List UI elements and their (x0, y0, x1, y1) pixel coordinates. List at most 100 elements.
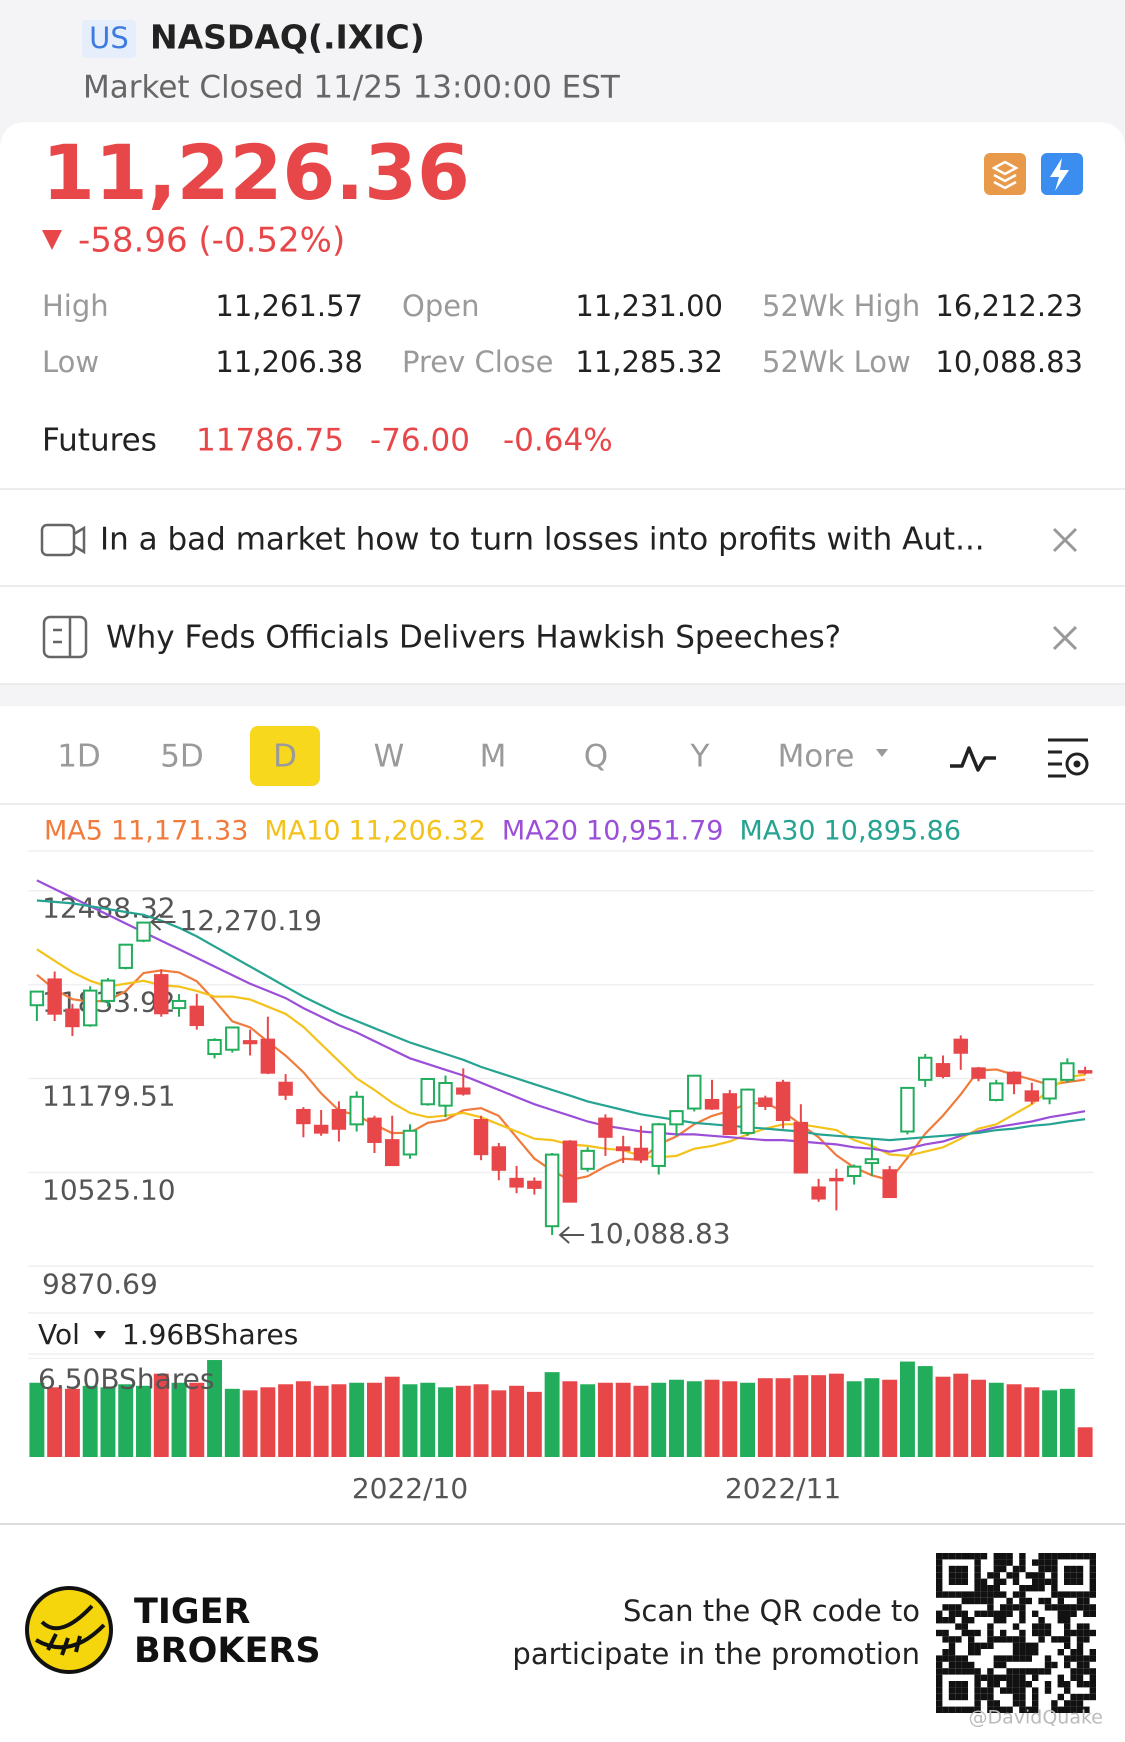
settings-lines (1048, 738, 1088, 778)
qr-module (955, 1687, 962, 1694)
qr-module (1012, 1604, 1020, 1611)
tab[interactable]: More (778, 739, 855, 775)
qr-module (974, 1578, 981, 1585)
qr-module (987, 1585, 994, 1592)
qr-module (1019, 1655, 1026, 1662)
qr-module (1051, 1585, 1058, 1592)
qr-module (1032, 1642, 1039, 1649)
qr-module (1076, 1706, 1084, 1713)
ma-line (36, 948, 1086, 1159)
qr-module (1032, 1623, 1039, 1630)
volume-bar (171, 1382, 187, 1457)
tab[interactable]: W (374, 739, 405, 775)
qr-module (1076, 1661, 1084, 1669)
candle-body (793, 1121, 809, 1174)
qr-module (1057, 1693, 1064, 1701)
volume-bar (438, 1387, 453, 1457)
qr-module (993, 1636, 1000, 1643)
volume-bar (526, 1391, 542, 1457)
qr-module (955, 1553, 962, 1560)
qr-module (968, 1706, 975, 1713)
qr-module (948, 1553, 956, 1560)
qr-module (1064, 1700, 1071, 1707)
candle-body (971, 1067, 986, 1079)
qr-module (942, 1604, 949, 1611)
qr-module (936, 1572, 943, 1579)
volume-bar (1006, 1384, 1022, 1457)
qr-module (948, 1649, 956, 1656)
x-tick-label: 2022/11 (725, 1472, 841, 1505)
qr-module (955, 1591, 962, 1598)
tab[interactable]: D (273, 739, 297, 775)
volume-bar (509, 1385, 525, 1457)
volume-value: 1.96BShares (122, 1318, 298, 1351)
candle-body (278, 1081, 293, 1096)
volume-bar (615, 1382, 631, 1457)
qr-module (1089, 1629, 1096, 1637)
qr-module (1057, 1610, 1064, 1617)
qr-module (948, 1642, 956, 1649)
volume-bar (260, 1387, 276, 1457)
doc-icon (53, 617, 72, 657)
qr-module (1006, 1655, 1013, 1662)
qr-module (1012, 1572, 1020, 1579)
qr-module (1064, 1681, 1071, 1688)
tab[interactable]: M (480, 739, 507, 775)
stat-label: 52Wk High (762, 289, 920, 323)
qr-module (968, 1553, 975, 1560)
qr-module (987, 1700, 994, 1707)
tab[interactable]: Q (584, 739, 608, 775)
qr-module (987, 1629, 994, 1637)
qr-module (1070, 1706, 1077, 1713)
settings-icon[interactable] (1048, 738, 1089, 778)
news-item[interactable]: Why Feds Officials Delivers Hawkish Spee… (42, 615, 1078, 659)
qr-module (948, 1681, 956, 1688)
candle-body (562, 1140, 578, 1203)
qr-module (936, 1674, 943, 1681)
volume-name: Vol (38, 1318, 80, 1351)
candle-body (154, 974, 169, 1015)
candle-body (989, 1082, 1004, 1101)
qr-module (1070, 1591, 1077, 1598)
tab[interactable]: 5D (160, 739, 204, 775)
qr-module (993, 1617, 1000, 1624)
news-text: Why Feds Officials Delivers Hawkish Spee… (106, 620, 841, 656)
qr-module (1083, 1706, 1090, 1713)
qr-module (974, 1706, 981, 1713)
qr-module (1038, 1597, 1045, 1605)
qr-module (1089, 1681, 1096, 1688)
qr-module (993, 1661, 1000, 1669)
qr-module (948, 1617, 956, 1624)
qr-module (1064, 1661, 1071, 1669)
y-tick-label: 10525.10 (42, 1173, 176, 1206)
qr-module (987, 1687, 994, 1694)
qr-module (1038, 1559, 1045, 1566)
candle-body (829, 1177, 844, 1182)
qr-module (1006, 1604, 1013, 1611)
qr-module (1044, 1604, 1052, 1611)
qr-module (993, 1591, 1000, 1598)
close-icon[interactable] (1052, 625, 1078, 651)
indicator-icon[interactable] (950, 746, 996, 772)
candle-body (580, 1149, 595, 1170)
volume-bar (82, 1385, 98, 1457)
qr-module (1038, 1572, 1045, 1579)
tab[interactable]: 1D (57, 739, 101, 775)
qr-module (1089, 1572, 1096, 1579)
futures-percent: -0.64% (503, 423, 613, 459)
qr-module (1064, 1578, 1071, 1585)
close-icon[interactable] (1052, 527, 1078, 553)
news-item[interactable]: In a bad market how to turn losses into … (40, 522, 1078, 558)
volume-bar (651, 1382, 667, 1457)
qr-module (1006, 1610, 1013, 1617)
qr-module (980, 1585, 988, 1592)
tab[interactable]: Y (690, 739, 710, 775)
qr-module (1044, 1661, 1052, 1669)
qr-module (936, 1578, 943, 1585)
quote-card (0, 122, 1125, 684)
brand: BROKERS (134, 1631, 321, 1671)
qr-module (1019, 1604, 1026, 1611)
qr-module (1019, 1642, 1026, 1649)
qr-module (1051, 1604, 1058, 1611)
qr-module (1025, 1642, 1032, 1649)
